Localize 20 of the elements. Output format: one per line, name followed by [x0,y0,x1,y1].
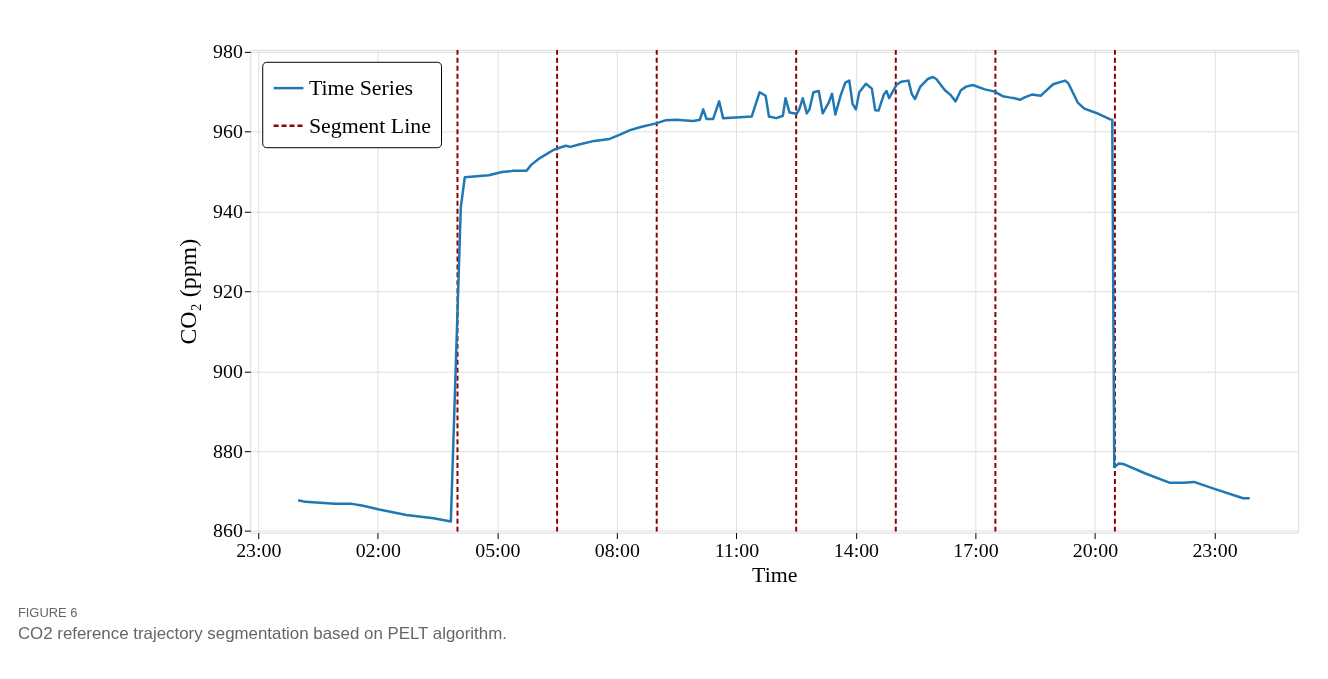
y-tick-label: 900 [213,359,243,382]
x-tick-label: 20:00 [1072,538,1119,561]
x-tick-label: 23:00 [1192,538,1238,561]
ref-line-label: Segment Line [308,113,431,138]
caption: FIGURE 6 [17,605,78,621]
x-tick-label: 05:00 [475,538,521,561]
y-tick-label: 960 [213,120,243,143]
legend-label: Time Series [308,76,414,101]
y-tick-label: 920 [213,279,243,302]
x-tick-label: 17:00 [953,538,999,561]
x-tick-label: 11:00 [714,538,760,561]
text: CO2 reference trajectory segmentation based on PELT algorithm. [17,623,507,643]
y-tick-label: 940 [213,200,243,223]
y-axis-title: CO₂ (ppm) [175,238,202,345]
x-axis-title: Time [752,562,798,587]
x-tick-label: 08:00 [594,538,641,561]
y-tick-label: 880 [213,439,243,462]
x-tick-label: 14:00 [833,538,880,561]
y-tick-label: 980 [213,40,243,63]
x-tick-label: 02:00 [355,538,401,561]
